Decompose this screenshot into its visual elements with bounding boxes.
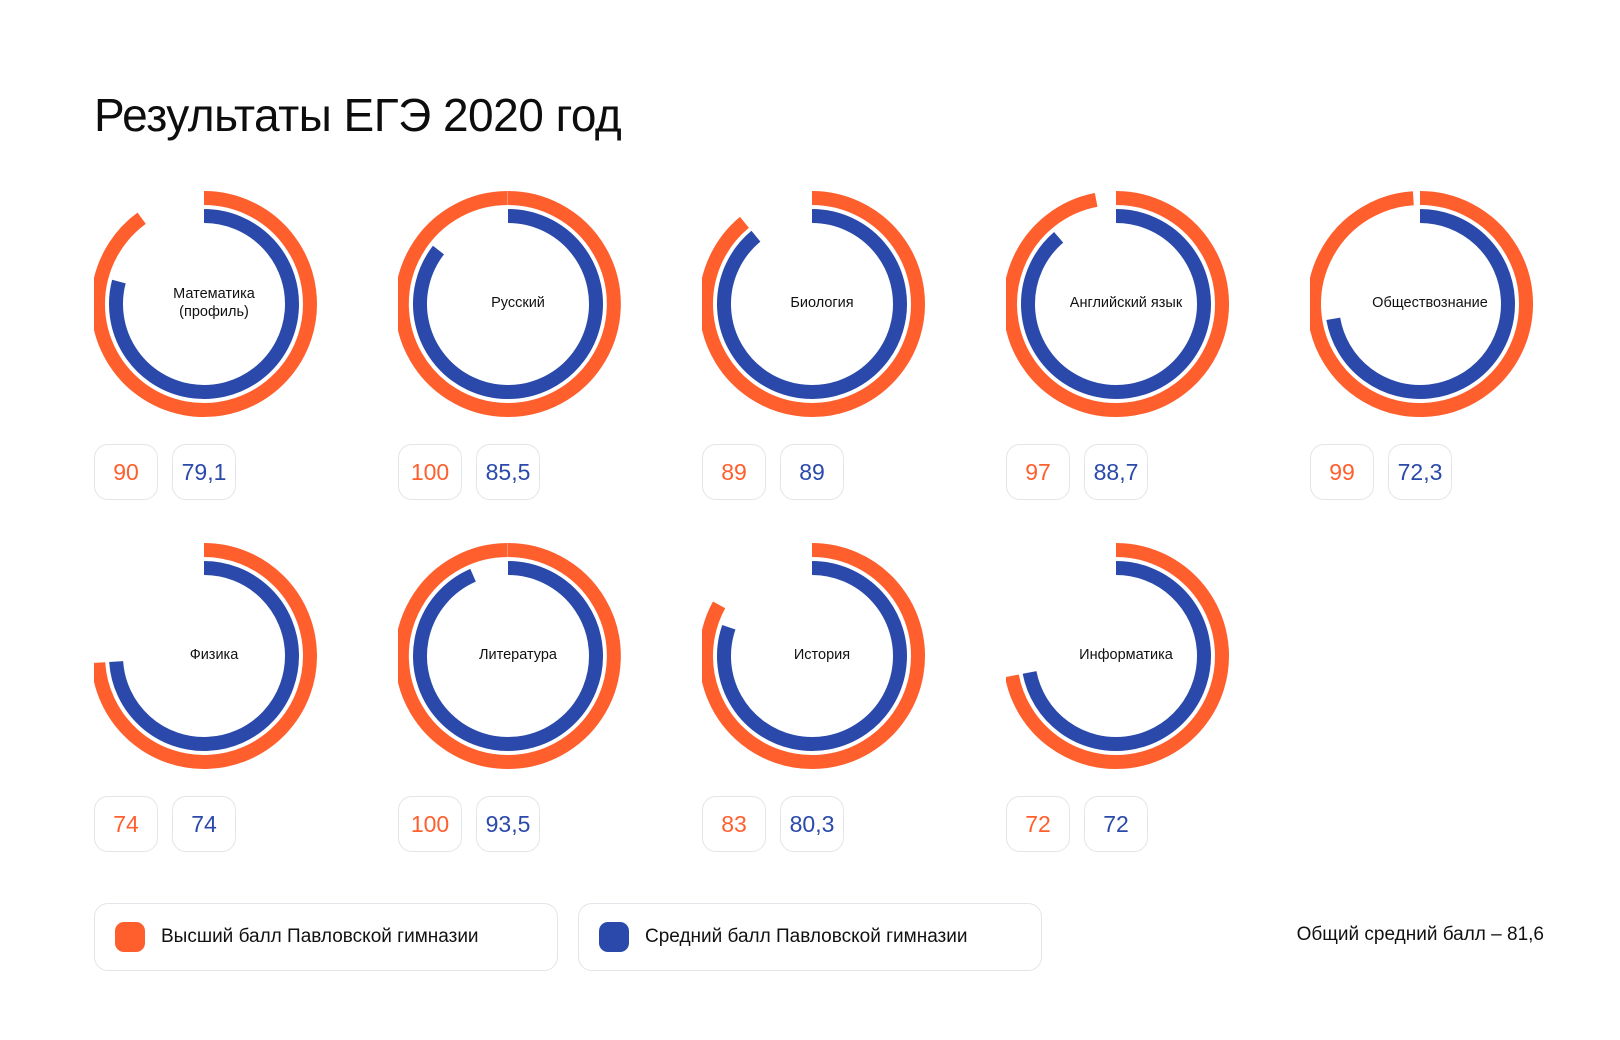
max-score-arc (702, 191, 925, 417)
subject-card: Физика 74 74 (94, 540, 334, 860)
max-score-value: 72 (1006, 796, 1070, 852)
subject-name: История (793, 647, 851, 663)
subject-name: Информатика (1079, 647, 1173, 663)
max-score-value: 83 (702, 796, 766, 852)
subject-name: Физика (189, 647, 239, 663)
avg-score-value: 72,3 (1388, 444, 1452, 500)
subject-card: Биология 89 89 (702, 188, 942, 508)
subject-name: Литература (479, 647, 557, 663)
avg-score-value: 93,5 (476, 796, 540, 852)
avg-score-arc (109, 561, 299, 751)
subject-name: Математика (профиль) (173, 286, 255, 320)
avg-score-value: 80,3 (780, 796, 844, 852)
subject-ring (1006, 191, 1229, 417)
subject-name: Русский (491, 295, 545, 311)
avg-score-arc (413, 209, 603, 399)
avg-score-arc (413, 561, 603, 751)
avg-score-arc (1326, 209, 1515, 399)
avg-score-value: 72 (1084, 796, 1148, 852)
subject-ring (1310, 191, 1533, 417)
avg-score-arc (1022, 561, 1211, 751)
avg-score-value: 74 (172, 796, 236, 852)
subject-card: Обществознание 99 72,3 (1310, 188, 1550, 508)
subject-ring (398, 191, 621, 417)
max-score-value: 90 (94, 444, 158, 500)
avg-score-arc (1021, 209, 1211, 399)
subject-ring (702, 543, 925, 769)
max-score-arc (1006, 543, 1229, 769)
max-score-value: 100 (398, 444, 462, 500)
max-score-value: 99 (1310, 444, 1374, 500)
max-score-value: 100 (398, 796, 462, 852)
max-score-value: 89 (702, 444, 766, 500)
subject-ring (94, 543, 317, 769)
subject-card: История 83 80,3 (702, 540, 942, 860)
avg-score-value: 88,7 (1084, 444, 1148, 500)
subject-card: Математика (профиль) 90 79,1 (94, 188, 334, 508)
legend-max-swatch (115, 922, 145, 952)
avg-score-arc (717, 209, 907, 399)
legend-max: Высший балл Павловской гимназии (94, 903, 558, 971)
avg-score-arc (109, 209, 299, 399)
legend-avg-label: Средний балл Павловской гимназии (645, 926, 968, 947)
legend-avg: Средний балл Павловской гимназии (578, 903, 1042, 971)
subject-card: Информатика 72 72 (1006, 540, 1246, 860)
avg-score-value: 79,1 (172, 444, 236, 500)
subject-ring (702, 191, 925, 417)
max-score-value: 97 (1006, 444, 1070, 500)
max-score-arc (398, 191, 621, 417)
avg-score-arc (717, 561, 907, 751)
overall-average: Общий средний балл – 81,6 (1296, 924, 1544, 945)
max-score-arc (1006, 191, 1229, 417)
legend-max-label: Высший балл Павловской гимназии (161, 926, 479, 947)
max-score-arc (398, 543, 621, 769)
max-score-arc (1310, 191, 1533, 417)
legend-avg-swatch (599, 922, 629, 952)
subject-ring (1006, 543, 1229, 769)
subject-ring (398, 543, 621, 769)
subject-name: Обществознание (1372, 295, 1488, 311)
max-score-value: 74 (94, 796, 158, 852)
avg-score-value: 89 (780, 444, 844, 500)
avg-score-value: 85,5 (476, 444, 540, 500)
max-score-arc (702, 543, 925, 769)
subject-card: Русский 100 85,5 (398, 188, 638, 508)
max-score-arc (94, 543, 317, 769)
subject-card: Английский язык 97 88,7 (1006, 188, 1246, 508)
page-title: Результаты ЕГЭ 2020 год (94, 89, 622, 141)
subject-ring (94, 191, 317, 417)
subject-name: Английский язык (1069, 295, 1183, 311)
subject-card: Литература 100 93,5 (398, 540, 638, 860)
subject-name: Биология (790, 295, 854, 311)
max-score-arc (94, 191, 317, 417)
